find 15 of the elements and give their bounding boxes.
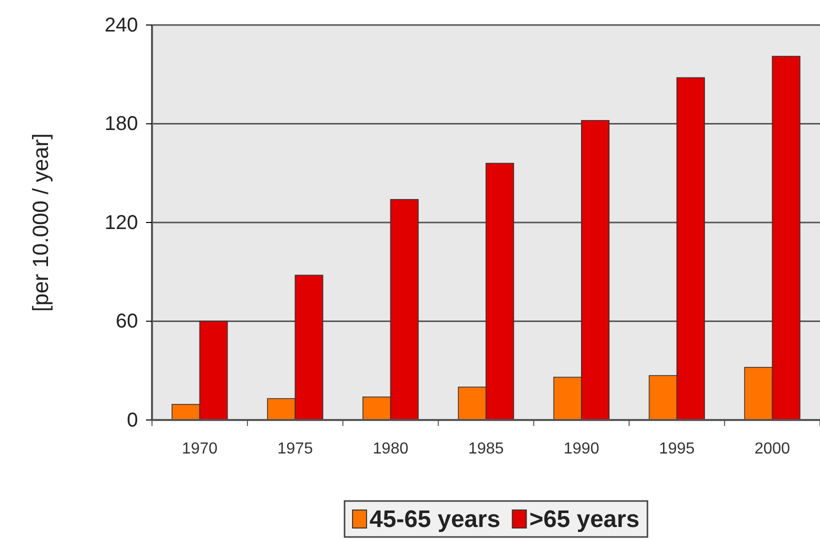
x-tick-label: 1980 xyxy=(372,440,408,458)
y-tick-label: 180 xyxy=(104,113,138,136)
y-tick-label: 120 xyxy=(104,212,138,234)
x-tick-label: 1985 xyxy=(468,440,504,458)
x-tick-label: 1975 xyxy=(277,440,314,458)
y-tick-label: 240 xyxy=(104,14,138,36)
legend-label: >65 years xyxy=(529,506,640,533)
y-tick-label: 0 xyxy=(126,409,138,432)
x-tick-label: 1990 xyxy=(564,440,600,458)
legend-label: 45-65 years xyxy=(370,506,500,533)
x-tick-label: 1970 xyxy=(182,440,218,458)
x-tick-label: 2000 xyxy=(754,440,790,458)
x-tick-label: 1995 xyxy=(659,440,695,458)
y-axis-title: [per 10.000 / year] xyxy=(28,133,53,312)
y-tick-label: 60 xyxy=(116,310,138,333)
